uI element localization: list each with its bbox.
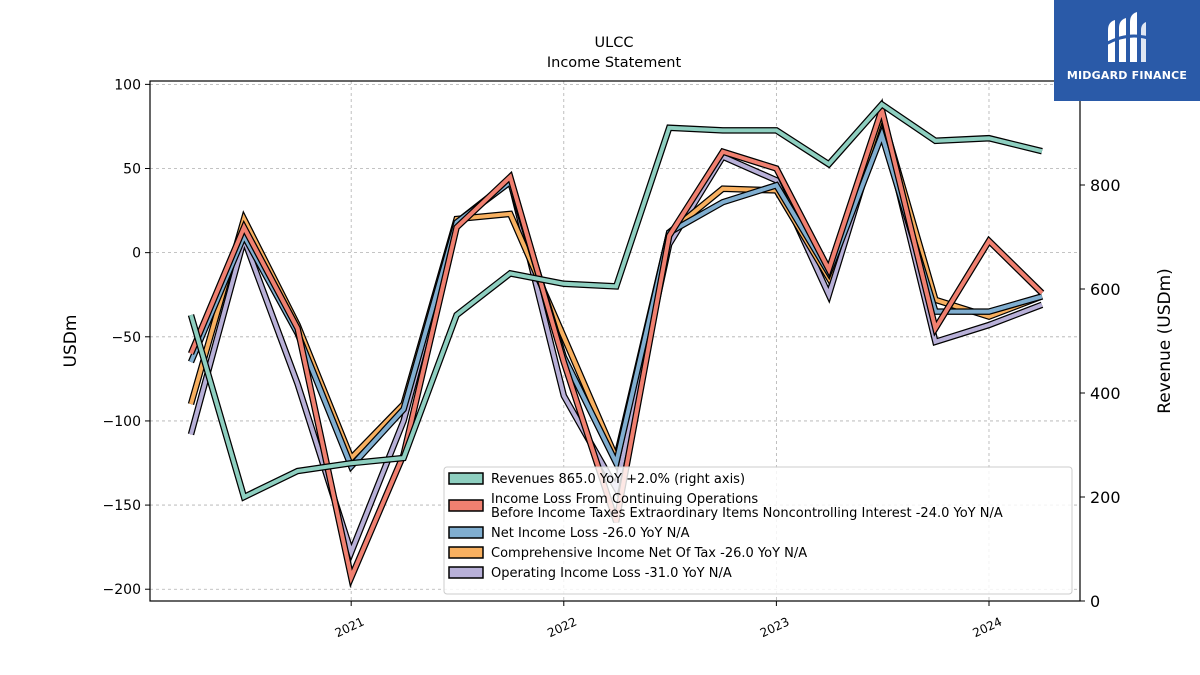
legend-item: Comprehensive Income Net Of Tax -26.0 Yo… — [448, 546, 807, 561]
legend-swatch — [448, 546, 484, 559]
series-line — [189, 101, 1043, 500]
chart-subtitle: Income Statement — [547, 55, 682, 71]
y-tick-label: −200 — [103, 582, 141, 598]
x-tick-label: 2024 — [971, 615, 1005, 641]
y-right-tick-label: 200 — [1090, 488, 1121, 507]
y-right-tick-label: 400 — [1090, 384, 1121, 403]
x-tick-label: 2022 — [545, 615, 579, 641]
legend-frame — [443, 466, 1073, 595]
y-right-tick-label: 600 — [1090, 280, 1121, 299]
brand-name: MIDGARD FINANCE — [1066, 69, 1188, 82]
x-tick-label: 2021 — [333, 615, 367, 641]
legend-swatch — [448, 566, 484, 579]
y-tick-label: 100 — [114, 77, 141, 93]
y-right-tick-label: 800 — [1090, 176, 1121, 195]
legend-label: Income Loss From Continuing Operations — [491, 492, 758, 507]
plot-frame — [149, 80, 1081, 602]
legend-swatch — [448, 499, 484, 512]
y-axis-label: USDm — [61, 315, 81, 368]
x-tick-label: 2023 — [758, 615, 792, 641]
midgard-m-logo-icon — [1105, 12, 1149, 62]
y-tick-label: −100 — [103, 414, 141, 430]
y-tick-label: 50 — [123, 162, 141, 178]
legend-swatch — [448, 472, 484, 485]
legend-item: Revenues 865.0 YoY +2.0% (right axis) — [448, 472, 745, 487]
chart-title: ULCC — [595, 35, 634, 51]
legend-item: Net Income Loss -26.0 YoY N/A — [448, 526, 690, 541]
series-revenues — [187, 100, 1043, 502]
y-tick-label: −50 — [111, 330, 141, 346]
legend-item: Income Loss From Continuing OperationsBe… — [448, 492, 1003, 521]
legend-label: Before Income Taxes Extraordinary Items … — [491, 506, 1003, 521]
legend-label: Net Income Loss -26.0 YoY N/A — [491, 526, 690, 541]
legend-label: Revenues 865.0 YoY +2.0% (right axis) — [491, 472, 745, 487]
y-tick-label: −150 — [103, 498, 141, 514]
y-axis-right-label: Revenue (USDm) — [1155, 268, 1175, 414]
legend-item: Operating Income Loss -31.0 YoY N/A — [448, 566, 732, 581]
legend-label: Comprehensive Income Net Of Tax -26.0 Yo… — [491, 546, 807, 561]
y-tick-label: 0 — [132, 246, 141, 262]
y-right-tick-label: 0 — [1090, 592, 1100, 611]
legend-swatch — [448, 526, 484, 539]
legend-label: Operating Income Loss -31.0 YoY N/A — [491, 566, 732, 581]
legend: Revenues 865.0 YoY +2.0% (right axis) Inc… — [443, 466, 1073, 595]
brand-logo: MIDGARD FINANCE — [1054, 0, 1200, 101]
